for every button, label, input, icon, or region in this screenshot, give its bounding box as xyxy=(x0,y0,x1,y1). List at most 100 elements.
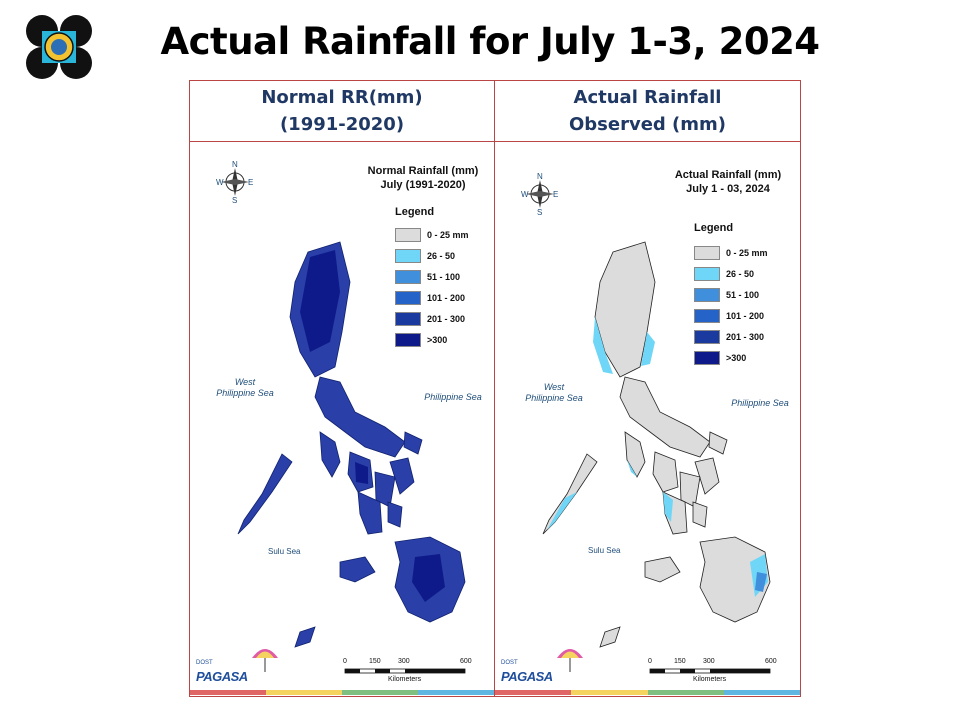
actual-rainfall-heavier-areas xyxy=(755,572,767,592)
legend-swatch xyxy=(694,267,720,281)
normal-map-title-line1: Normal Rainfall (mm) xyxy=(367,165,479,177)
scale-unit: Kilometers xyxy=(388,676,422,683)
compass-e-label: E xyxy=(553,190,559,199)
compass-e-label: E xyxy=(248,178,254,187)
actual-map-title: Actual Rainfall (mm) July 1 - 03, 2024 xyxy=(663,168,793,196)
normal-header-line1: Normal RR(mm) xyxy=(261,87,423,108)
pagasa-wordmark: PAGASA xyxy=(501,669,553,684)
legend-label: 51 - 100 xyxy=(427,272,461,282)
legend-row: 0 - 25 mm xyxy=(395,228,469,242)
compass-w-label: W xyxy=(521,190,529,199)
normal-column-header: Normal RR(mm) (1991-2020) xyxy=(190,81,494,141)
scale-bar xyxy=(344,668,466,674)
legend-row: 51 - 100 xyxy=(694,288,759,302)
pagasa-umbrella-icon xyxy=(557,649,583,672)
west-sea-line2: Philippine Sea xyxy=(525,393,583,403)
philippine-sea-label: Philippine Sea xyxy=(731,398,789,408)
legend-swatch xyxy=(694,309,720,323)
legend-row: 26 - 50 xyxy=(694,267,754,281)
panel-color-bar xyxy=(190,690,494,695)
normal-rainfall-map xyxy=(221,168,466,674)
legend-label: 201 - 300 xyxy=(427,314,466,324)
legend-title: Legend xyxy=(395,206,435,218)
normal-rainfall-map-panel: Normal Rainfall (mm) July (1991-2020) Le… xyxy=(190,142,494,695)
dost-seal-logo xyxy=(26,15,92,79)
scale-tick: 600 xyxy=(460,658,472,665)
philippine-islands xyxy=(542,241,771,648)
legend-swatch xyxy=(395,312,421,326)
normal-map-title-line2: July (1991-2020) xyxy=(380,179,466,191)
legend-row: 101 - 200 xyxy=(395,291,465,305)
legend-swatch xyxy=(694,246,720,260)
actual-map-title-line1: Actual Rainfall (mm) xyxy=(674,169,782,181)
legend-label: 201 - 300 xyxy=(726,332,765,342)
scale-tick: 150 xyxy=(369,658,381,665)
scale-bar xyxy=(649,668,771,674)
legend-swatch xyxy=(395,228,421,242)
compass-s-label: S xyxy=(232,196,238,205)
pagasa-umbrella-icon xyxy=(252,649,278,672)
normal-header-line2: (1991-2020) xyxy=(279,114,405,135)
legend-row: 0 - 25 mm xyxy=(694,246,768,260)
legend-swatch xyxy=(694,288,720,302)
legend-label: 0 - 25 mm xyxy=(427,230,469,240)
normal-map-title: Normal Rainfall (mm) July (1991-2020) xyxy=(358,164,488,192)
column-divider xyxy=(494,80,495,697)
legend-label: >300 xyxy=(726,353,747,363)
legend-swatch xyxy=(395,333,421,347)
legend-title: Legend xyxy=(694,222,734,234)
legend-label: 51 - 100 xyxy=(726,290,760,300)
pagasa-wordmark: PAGASA xyxy=(196,669,248,684)
scale-tick: 300 xyxy=(703,658,715,665)
scale-tick: 300 xyxy=(398,658,410,665)
comparison-table-frame xyxy=(189,80,801,697)
compass-n-label: N xyxy=(537,172,543,181)
actual-header-line1: Actual Rainfall xyxy=(573,87,722,108)
compass-s-label: S xyxy=(537,208,543,217)
west-philippine-sea-label: West Philippine Sea xyxy=(519,382,589,404)
panel-color-bar xyxy=(495,690,800,695)
west-sea-line1: West xyxy=(234,377,256,387)
scale-tick: 150 xyxy=(674,658,686,665)
legend-row: 201 - 300 xyxy=(694,330,764,344)
west-philippine-sea-label: West Philippine Sea xyxy=(210,377,280,399)
legend-label: 26 - 50 xyxy=(427,251,456,261)
sulu-sea-label: Sulu Sea xyxy=(588,546,621,555)
compass-w-label: W xyxy=(216,178,224,187)
legend-label: >300 xyxy=(427,335,448,345)
legend-row: 51 - 100 xyxy=(395,270,460,284)
legend-swatch xyxy=(395,291,421,305)
agency-prefix: DOST xyxy=(196,660,213,666)
legend-row: 101 - 200 xyxy=(694,309,764,323)
compass-rose-icon xyxy=(221,168,249,196)
scale-tick: 0 xyxy=(648,658,652,665)
west-sea-line1: West xyxy=(543,382,565,392)
compass-n-label: N xyxy=(232,160,238,169)
legend-row: >300 xyxy=(694,351,746,365)
scale-tick: 600 xyxy=(765,658,777,665)
page-title: Actual Rainfall for July 1-3, 2024 xyxy=(160,20,820,63)
normal-rainfall-core-areas xyxy=(300,250,445,602)
scale-tick: 0 xyxy=(343,658,347,665)
legend-swatch xyxy=(694,351,720,365)
compass-rose-icon xyxy=(526,180,554,208)
philippine-sea-label: Philippine Sea xyxy=(424,392,482,402)
actual-rainfall-map xyxy=(526,180,771,674)
header-divider xyxy=(189,141,801,142)
legend-label: 101 - 200 xyxy=(726,311,765,321)
sulu-sea-label: Sulu Sea xyxy=(268,547,301,556)
actual-map-title-line2: July 1 - 03, 2024 xyxy=(686,183,770,195)
legend-label: 101 - 200 xyxy=(427,293,466,303)
legend-row: 26 - 50 xyxy=(395,249,455,263)
legend-label: 26 - 50 xyxy=(726,269,755,279)
actual-rainfall-map-panel: Actual Rainfall (mm) July 1 - 03, 2024 L… xyxy=(495,142,800,695)
legend-label: 0 - 25 mm xyxy=(726,248,768,258)
scale-unit: Kilometers xyxy=(693,676,727,683)
agency-prefix: DOST xyxy=(501,660,518,666)
actual-rainfall-wet-areas xyxy=(547,317,768,597)
legend-row: 201 - 300 xyxy=(395,312,465,326)
legend-swatch xyxy=(694,330,720,344)
legend-row: >300 xyxy=(395,333,447,347)
actual-column-header: Actual Rainfall Observed (mm) xyxy=(495,81,800,141)
legend-swatch xyxy=(395,249,421,263)
